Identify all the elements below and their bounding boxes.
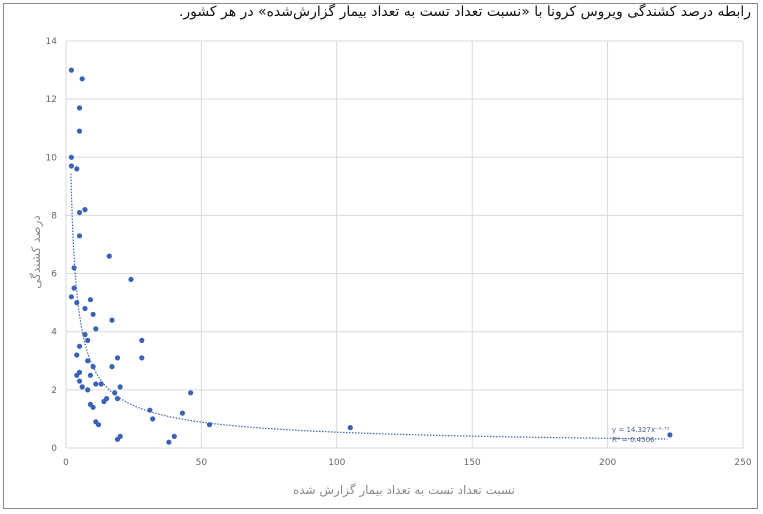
x-tick-label: 250	[734, 458, 751, 468]
data-point	[93, 326, 99, 332]
data-point	[76, 105, 83, 111]
data-point	[74, 166, 80, 172]
data-point	[74, 372, 80, 378]
x-tick-label: 100	[328, 458, 345, 468]
data-point	[76, 343, 83, 349]
y-axis-label: درصد کشندگی	[29, 215, 44, 289]
data-point	[667, 432, 673, 438]
data-point	[68, 67, 74, 73]
data-point	[87, 297, 93, 303]
data-point	[188, 390, 194, 396]
data-point	[171, 433, 177, 439]
y-tick-label: 14	[46, 37, 58, 47]
data-point	[101, 398, 107, 405]
data-point	[112, 390, 118, 396]
data-point	[76, 209, 83, 216]
data-point	[95, 422, 102, 428]
data-point	[128, 276, 134, 282]
data-point	[206, 422, 213, 428]
x-tick-label: 50	[196, 458, 208, 468]
data-point	[106, 253, 112, 259]
x-tick-label: 150	[464, 458, 481, 468]
data-point	[76, 233, 83, 239]
data-point	[347, 425, 353, 431]
data-point	[82, 332, 88, 338]
trendline-equation: y = 14.327x⁻⁰·⁷¹	[612, 426, 670, 434]
data-point	[79, 384, 85, 390]
data-point	[74, 300, 80, 306]
data-point	[71, 265, 77, 271]
data-point	[68, 294, 74, 300]
trendline-r-squared: R² = 0.4506	[612, 436, 655, 444]
data-point	[98, 381, 104, 387]
x-tick-labels: 0 50 100 150 200 250	[63, 458, 752, 468]
data-point	[166, 439, 172, 445]
y-tick-label: 2	[51, 386, 57, 396]
data-point	[90, 364, 96, 370]
data-point	[85, 387, 91, 393]
data-point	[85, 337, 91, 343]
data-point	[114, 436, 121, 442]
data-point	[71, 285, 77, 291]
data-point	[139, 355, 145, 361]
data-point	[68, 163, 74, 169]
power-trendline	[70, 173, 668, 440]
y-tick-label: 0	[51, 444, 57, 454]
data-point	[82, 207, 88, 213]
data-point	[147, 407, 153, 413]
data-point	[87, 372, 93, 378]
data-point	[114, 355, 121, 361]
data-point	[82, 305, 88, 312]
data-point	[117, 384, 123, 390]
chart-title: رابطه درصد کشندگی ویروس کرونا با «نسبت ت…	[178, 4, 751, 20]
data-point	[76, 378, 83, 384]
data-point	[109, 317, 115, 323]
data-point	[79, 76, 85, 82]
data-point	[85, 358, 91, 364]
y-tick-label: 4	[51, 328, 57, 338]
chart-frame	[3, 3, 758, 509]
y-tick-label: 8	[51, 211, 57, 221]
data-point	[179, 410, 185, 416]
y-tick-label: 6	[51, 270, 57, 280]
data-point	[139, 337, 145, 343]
data-point	[93, 381, 99, 387]
grid-lines	[65, 40, 744, 449]
y-tick-label: 10	[46, 153, 58, 163]
x-tick-label: 0	[63, 458, 69, 468]
data-point	[114, 396, 121, 402]
data-point	[109, 364, 115, 370]
data-point	[76, 128, 83, 134]
data-point	[68, 154, 74, 160]
data-point	[74, 352, 80, 358]
y-tick-label: 12	[46, 95, 57, 105]
x-tick-label: 200	[599, 458, 616, 468]
y-tick-labels: 0 2 4 6 8 10 12 14	[46, 37, 58, 454]
data-points	[68, 67, 673, 445]
x-axis-label: نسبت تعداد تست به تعداد بیمار گزارش شده	[293, 483, 515, 498]
data-point	[90, 311, 96, 317]
data-point	[90, 404, 96, 410]
data-point	[150, 416, 156, 422]
